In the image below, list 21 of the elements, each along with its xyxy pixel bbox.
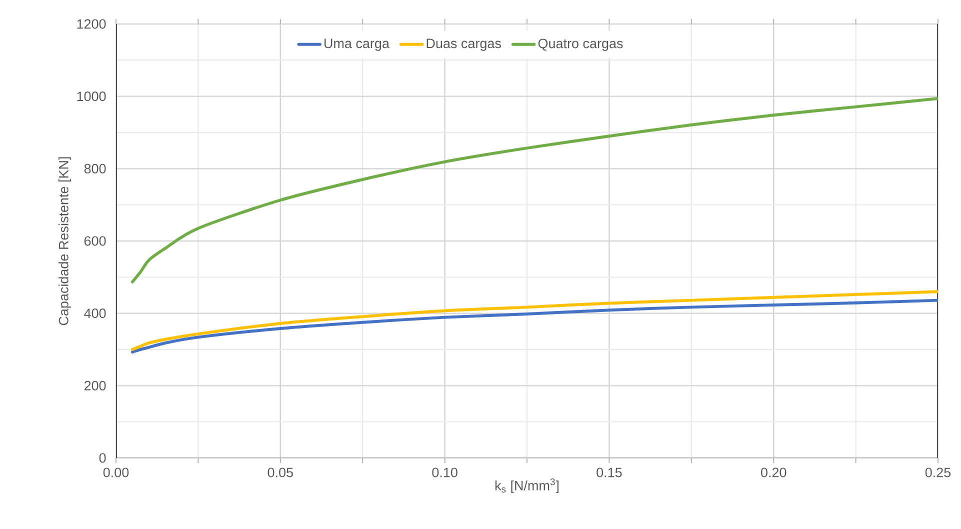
y-tick-label: 1200 [77,19,106,29]
x-tick-label: 0.00 [103,468,129,478]
y-tick-label: 600 [84,236,106,246]
x-tick-label: 0.10 [432,468,458,478]
x-tick-label: 0.15 [596,468,622,478]
y-tick-label: 200 [84,380,106,390]
legend-label: Quatro cargas [538,38,623,51]
line-series [130,290,938,351]
x-tick-label: 0.25 [925,468,951,478]
x-tick-label: 0.05 [268,468,293,478]
x-tick-label: 0.20 [761,468,786,478]
y-axis-title: Capacidade Resistente [KN] [58,157,72,326]
y-tick-label: 0 [99,453,106,463]
legend-label: Duas cargas [426,38,501,51]
legend-label: Uma carga [324,38,390,51]
y-tick-label: 800 [84,164,106,174]
y-tick-label: 400 [84,308,106,318]
x-axis-title: k$_{s}$ [N/mm$^{3}$] [495,478,559,494]
line-series [130,298,938,354]
y-tick-label: 1000 [77,92,106,102]
line-series [130,97,938,284]
